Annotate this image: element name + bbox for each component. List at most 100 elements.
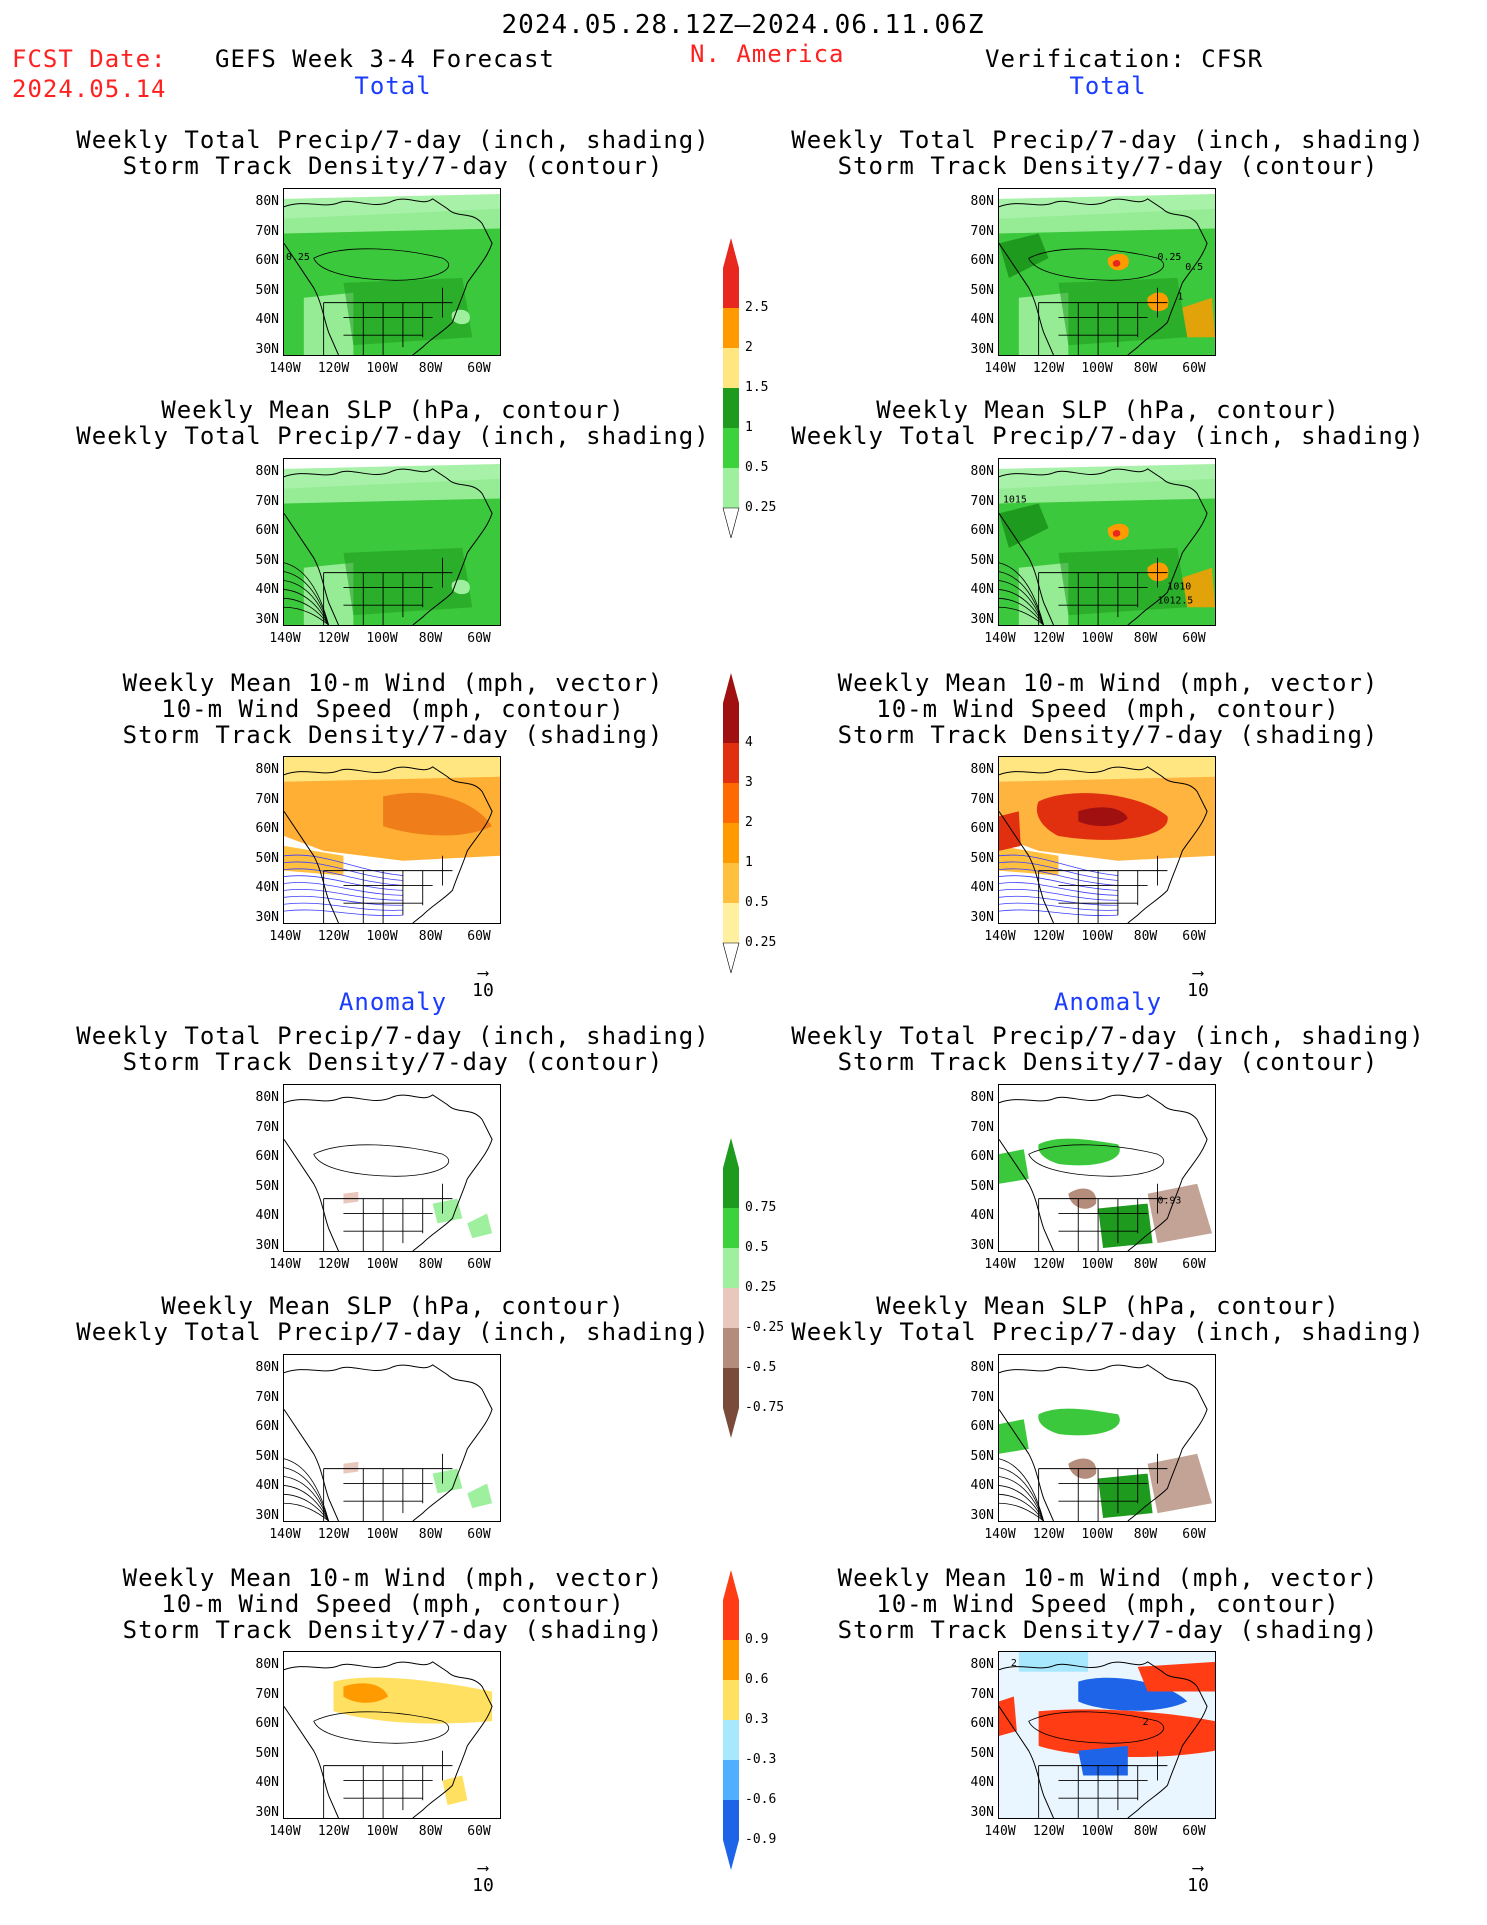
contour-label: 1015 xyxy=(1003,494,1027,505)
precip-shading-light xyxy=(999,463,1215,504)
vector-reference: ⟶ 10 xyxy=(463,1860,503,1897)
storm-density-darkred xyxy=(1078,807,1128,827)
anom-precip-positive-west xyxy=(999,1419,1029,1454)
lat-tick-label: 50N xyxy=(255,1448,279,1464)
map-plot xyxy=(284,1085,500,1251)
slp-contour xyxy=(284,1476,329,1521)
colorbar-top-arrow xyxy=(723,673,739,703)
precip-max-orange-atlantic xyxy=(1182,297,1215,338)
colorbar-label: 0.5 xyxy=(745,460,769,475)
colorbar-segment xyxy=(723,428,739,468)
contour-label: 0.25 xyxy=(1158,252,1182,263)
lat-tick-label: 50N xyxy=(970,1448,994,1464)
colorbar-label: -0.6 xyxy=(745,1792,777,1807)
slp-contour xyxy=(999,1485,1044,1521)
anom-storm-yellow-east xyxy=(432,1691,488,1714)
contour-label: 0.25 xyxy=(286,252,310,263)
lat-tick-label: 30N xyxy=(255,341,279,357)
lat-tick-label: 30N xyxy=(255,1507,279,1523)
colorbar-segment xyxy=(723,1208,739,1248)
panel-title-line: Weekly Total Precip/7-day (inch, shading… xyxy=(76,422,710,450)
verif-tw-map xyxy=(998,756,1216,924)
contour-label: 2 xyxy=(1143,1717,1149,1728)
lon-tick-label: 140W xyxy=(984,631,1016,646)
state-borders xyxy=(323,1750,453,1818)
coastline xyxy=(999,1094,1208,1251)
coastline xyxy=(999,468,1208,625)
vector-reference: ⟶ 10 xyxy=(1178,965,1218,1002)
lon-tick-label: 140W xyxy=(269,1527,301,1542)
panel-title: Weekly Total Precip/7-day (inch, shading… xyxy=(791,1023,1424,1075)
lat-tick-label: 40N xyxy=(970,880,994,895)
coastline xyxy=(999,766,1208,923)
lon-tick-label: 120W xyxy=(1032,1257,1065,1272)
lat-tick-label: 40N xyxy=(970,582,994,597)
storm-density-light xyxy=(999,845,1059,876)
precip-coastal-heavy xyxy=(999,233,1049,278)
colorbar-label: 0.9 xyxy=(745,1632,769,1647)
lon-tick-label: 120W xyxy=(317,1257,350,1272)
fcst-tsp-map xyxy=(283,458,501,626)
precip-shading-light-west xyxy=(1018,292,1069,355)
colorbar-segment xyxy=(723,1760,739,1800)
storm-contour xyxy=(1028,248,1165,281)
panel-title-line: Weekly Total Precip/7-day (inch, shading… xyxy=(76,1318,710,1346)
state-borders xyxy=(323,1183,453,1251)
lon-tick-label: 80W xyxy=(418,929,443,944)
anom-storm-light-blue xyxy=(1018,1652,1089,1672)
lon-tick-label: 140W xyxy=(984,361,1016,376)
precip-max-orange-atlantic xyxy=(1182,567,1215,608)
colorbar-segment xyxy=(723,703,739,743)
lon-tick-label: 120W xyxy=(1032,929,1065,944)
colorbar-label: 0.6 xyxy=(745,1672,769,1687)
lat-tick-label: 50N xyxy=(255,1178,279,1194)
colorbar-label: -0.3 xyxy=(745,1752,777,1767)
lat-tick-label: 70N xyxy=(970,223,994,239)
coastline xyxy=(284,468,493,625)
colorbar-label: -0.75 xyxy=(745,1400,785,1415)
lat-tick-label: 40N xyxy=(970,1775,994,1790)
slp-contour xyxy=(999,580,1044,625)
colorbar-segment xyxy=(723,348,739,388)
verif-tp-map: 0.25 0.5 1 xyxy=(998,188,1216,356)
colorbar-bottom-arrow xyxy=(722,507,740,540)
verif-ap-map: 0.93 xyxy=(998,1084,1216,1252)
panel-title-line: Storm Track Density/7-day (contour) xyxy=(122,1048,664,1076)
anom-storm-yellow-se xyxy=(442,1775,468,1806)
storm-contour xyxy=(1028,1711,1165,1744)
lon-tick-label: 140W xyxy=(984,1257,1016,1272)
panel-title-line: Weekly Total Precip/7-day (inch, shading… xyxy=(791,422,1425,450)
panel-title-line: Weekly Mean SLP (hPa, contour) xyxy=(161,396,625,424)
lat-tick-label: 60N xyxy=(255,253,279,268)
lat-tick-label: 50N xyxy=(970,850,994,866)
lat-tick-label: 40N xyxy=(255,1775,279,1790)
lat-tick-label: 50N xyxy=(255,282,279,298)
precip-shading-light-west xyxy=(303,292,354,355)
lon-tick-label: 80W xyxy=(1133,361,1158,376)
lat-tick-label: 60N xyxy=(255,1419,279,1434)
colorbar-label: 2.5 xyxy=(745,300,769,315)
lon-tick-label: 80W xyxy=(418,631,443,646)
lat-tick-label: 80N xyxy=(255,762,279,777)
precip-shading-light-west xyxy=(1018,562,1069,625)
wind-speed-contour xyxy=(999,902,1118,911)
wind-speed-contour xyxy=(284,868,403,886)
slp-contour xyxy=(999,1493,1044,1521)
anom-precip-light-east xyxy=(467,1483,493,1509)
lon-tick-label: 60W xyxy=(1182,929,1206,944)
panel-title: Weekly Mean SLP (hPa, contour) Weekly Tot… xyxy=(76,1293,709,1345)
lon-tick-label: 60W xyxy=(1182,361,1206,376)
lon-tick-label: 140W xyxy=(269,929,301,944)
colorbar-top-arrow xyxy=(723,238,739,268)
storm-contour xyxy=(1028,1144,1165,1177)
lat-tick-label: 70N xyxy=(255,1389,279,1405)
anom-storm-positive-west xyxy=(999,1696,1017,1736)
state-borders xyxy=(1038,287,1168,355)
panel-title-line: 10-m Wind Speed (mph, contour) xyxy=(876,1590,1340,1618)
anom-precip-positive-east xyxy=(1098,1473,1153,1519)
lon-tick-label: 120W xyxy=(317,631,350,646)
colorbar-total_storm xyxy=(722,673,740,975)
wind-speed-contour xyxy=(999,854,1118,876)
colorbar-label: 1 xyxy=(745,420,753,435)
lon-tick-label: 60W xyxy=(467,929,491,944)
